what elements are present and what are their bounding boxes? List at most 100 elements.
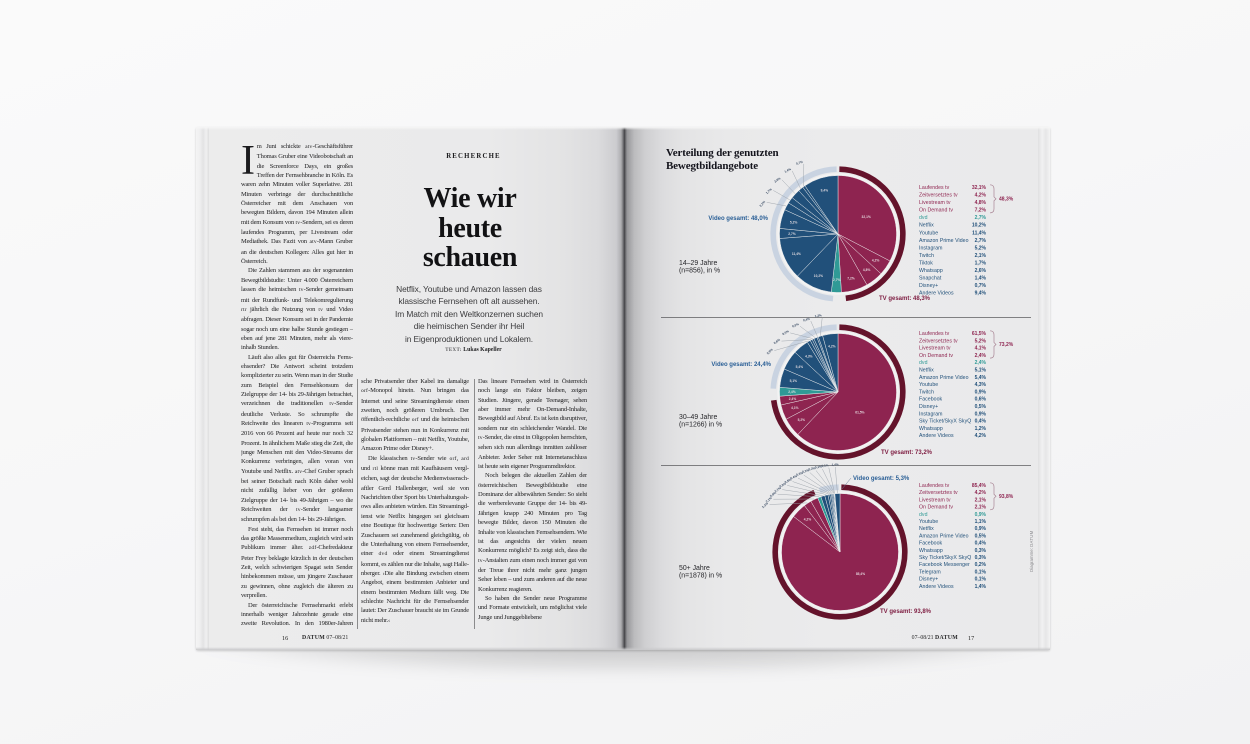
svg-text:0,4%: 0,4% <box>803 317 811 323</box>
svg-text:0,9%: 0,9% <box>975 526 987 532</box>
svg-text:dvd: dvd <box>919 512 928 518</box>
svg-text:61,5%: 61,5% <box>972 331 987 337</box>
svg-text:0,5%: 0,5% <box>975 404 987 410</box>
svg-text:0,9%: 0,9% <box>975 512 987 518</box>
svg-text:4,2%: 4,2% <box>828 345 836 349</box>
svg-text:7,2%: 7,2% <box>975 208 987 214</box>
svg-text:2,6%: 2,6% <box>773 176 781 183</box>
svg-text:Sky Ticket/SkyX SkyQ: Sky Ticket/SkyX SkyQ <box>919 555 971 561</box>
svg-text:32,1%: 32,1% <box>862 215 871 219</box>
svg-text:2,1%: 2,1% <box>759 200 767 208</box>
svg-text:11,4%: 11,4% <box>792 252 801 256</box>
svg-text:4,1%: 4,1% <box>791 406 799 410</box>
svg-text:2,7%: 2,7% <box>975 215 987 221</box>
svg-text:Snapchat: Snapchat <box>919 276 942 282</box>
svg-text:5,4%: 5,4% <box>975 375 987 381</box>
svg-text:Zeitversetztes tv: Zeitversetztes tv <box>919 193 958 199</box>
svg-text:2,1%: 2,1% <box>975 497 987 503</box>
svg-text:1,4%: 1,4% <box>975 276 987 282</box>
svg-text:5,2%: 5,2% <box>975 245 987 251</box>
svg-text:0,5%: 0,5% <box>784 477 792 484</box>
svg-text:4,2%: 4,2% <box>872 259 880 263</box>
svg-text:Twitch: Twitch <box>919 389 934 395</box>
svg-text:0,3%: 0,3% <box>975 555 987 561</box>
svg-text:61,5%: 61,5% <box>855 411 864 415</box>
svg-text:85,4%: 85,4% <box>972 483 987 489</box>
svg-text:Whatsapp: Whatsapp <box>919 548 943 554</box>
svg-text:(n=1266) in %: (n=1266) in % <box>679 422 722 429</box>
svg-text:0,7%: 0,7% <box>975 283 987 289</box>
svg-text:Disney+: Disney+ <box>919 283 938 289</box>
svg-text:Whatsapp: Whatsapp <box>919 268 943 274</box>
svg-text:(n=1878) in %: (n=1878) in % <box>679 573 722 580</box>
svg-text:dvd: dvd <box>919 215 928 221</box>
svg-text:Disney+: Disney+ <box>919 577 938 583</box>
svg-text:0,4%: 0,4% <box>790 474 798 480</box>
svg-text:73,2%: 73,2% <box>999 342 1014 348</box>
svg-text:Andere Videos: Andere Videos <box>919 291 954 297</box>
svg-text:5,2%: 5,2% <box>975 338 987 344</box>
svg-text:5,1%: 5,1% <box>975 368 987 374</box>
svg-text:0,3%: 0,3% <box>796 471 804 477</box>
svg-text:11,4%: 11,4% <box>972 230 986 236</box>
svg-text:1,1%: 1,1% <box>774 486 782 493</box>
svg-text:Youtube: Youtube <box>919 519 938 525</box>
svg-text:(n=856), in %: (n=856), in % <box>679 268 720 275</box>
svg-text:Zeitversetztes tv: Zeitversetztes tv <box>919 338 958 344</box>
svg-text:4,1%: 4,1% <box>975 346 987 352</box>
svg-text:2,4%: 2,4% <box>788 390 796 394</box>
svg-text:Amazon Prime Video: Amazon Prime Video <box>919 238 969 244</box>
svg-text:On Demand tv: On Demand tv <box>919 353 953 359</box>
svg-text:Sky Ticket/SkyX SkyQ: Sky Ticket/SkyX SkyQ <box>919 419 971 425</box>
svg-text:Netflix: Netflix <box>919 526 934 532</box>
svg-text:Tiktok: Tiktok <box>919 261 933 267</box>
svg-text:0,3%: 0,3% <box>802 468 810 474</box>
svg-text:Facebook: Facebook <box>919 397 943 403</box>
svg-text:2,1%: 2,1% <box>975 505 987 511</box>
svg-text:Laufendes tv: Laufendes tv <box>919 483 950 489</box>
svg-text:0,3%: 0,3% <box>975 548 987 554</box>
svg-text:0,2%: 0,2% <box>975 562 987 568</box>
svg-text:0,4%: 0,4% <box>975 541 987 547</box>
svg-text:1,4%: 1,4% <box>784 167 792 174</box>
svg-text:85,4%: 85,4% <box>856 572 865 576</box>
svg-text:1,1%: 1,1% <box>975 519 987 525</box>
svg-text:On Demand tv: On Demand tv <box>919 505 953 511</box>
svg-text:4,2%: 4,2% <box>975 193 987 199</box>
svg-text:Instagram: Instagram <box>919 411 943 417</box>
svg-text:5,4%: 5,4% <box>796 365 804 369</box>
svg-text:0,1%: 0,1% <box>975 569 987 575</box>
svg-text:Video gesamt: 5,3%: Video gesamt: 5,3% <box>853 476 910 482</box>
svg-text:4,2%: 4,2% <box>975 433 987 439</box>
svg-text:Livestream tv: Livestream tv <box>919 346 951 352</box>
svg-text:Livestream tv: Livestream tv <box>919 497 951 503</box>
svg-text:2,4%: 2,4% <box>975 360 987 366</box>
svg-text:5,2%: 5,2% <box>798 418 806 422</box>
svg-text:32,1%: 32,1% <box>972 185 987 191</box>
svg-text:5,2%: 5,2% <box>790 220 798 224</box>
svg-text:14–29 Jahre: 14–29 Jahre <box>679 260 717 267</box>
svg-text:1,2%: 1,2% <box>975 426 987 432</box>
svg-text:2,1%: 2,1% <box>975 253 987 259</box>
svg-text:Facebook Messenger: Facebook Messenger <box>919 562 970 568</box>
svg-text:2,1%: 2,1% <box>765 496 773 504</box>
svg-text:0,7%: 0,7% <box>795 160 803 166</box>
svg-text:0,5%: 0,5% <box>975 533 987 539</box>
svg-text:10,2%: 10,2% <box>972 223 987 229</box>
svg-text:2,7%: 2,7% <box>975 238 987 244</box>
svg-text:0,9%: 0,9% <box>769 491 777 498</box>
svg-text:2,4%: 2,4% <box>975 353 987 359</box>
svg-text:1,4%: 1,4% <box>975 584 987 590</box>
svg-text:0,9%: 0,9% <box>975 389 987 395</box>
svg-text:30–49 Jahre: 30–49 Jahre <box>679 414 717 421</box>
svg-text:Whatsapp: Whatsapp <box>919 426 943 432</box>
svg-text:1,4%: 1,4% <box>832 462 839 466</box>
svg-text:4,8%: 4,8% <box>975 200 987 206</box>
svg-text:Livestream tv: Livestream tv <box>919 200 951 206</box>
svg-text:0,9%: 0,9% <box>766 347 774 355</box>
svg-text:Twitch: Twitch <box>919 253 934 259</box>
svg-text:Instagram: Instagram <box>919 245 943 251</box>
svg-text:Zeitversetztes tv: Zeitversetztes tv <box>919 490 958 496</box>
svg-text:4,8%: 4,8% <box>863 268 871 272</box>
svg-text:Video gesamt: 24,4%: Video gesamt: 24,4% <box>711 362 771 368</box>
